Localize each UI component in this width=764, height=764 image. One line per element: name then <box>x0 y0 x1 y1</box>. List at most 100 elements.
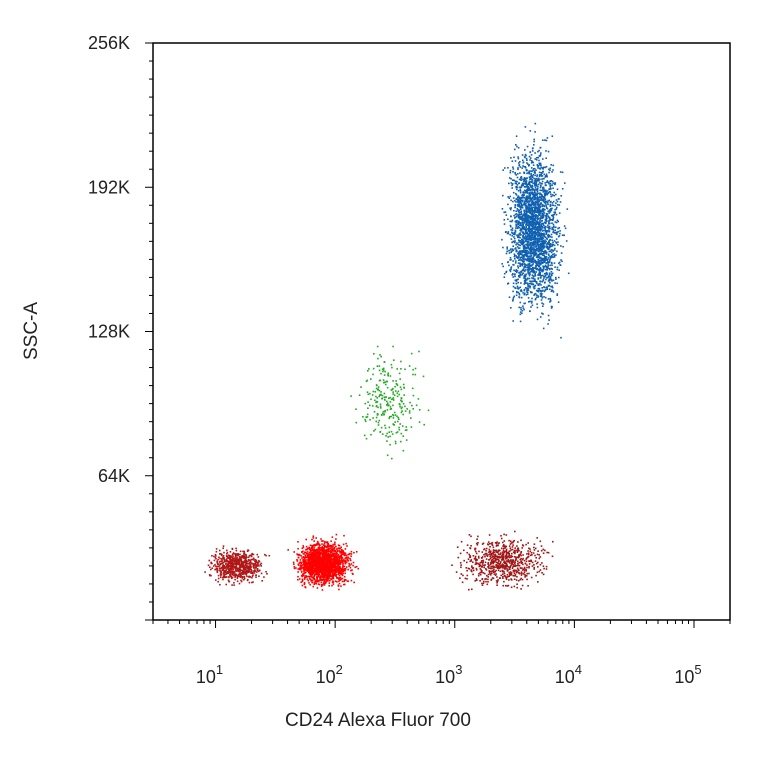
data-point <box>220 574 222 577</box>
data-point <box>537 210 540 213</box>
data-point <box>308 571 310 574</box>
data-point <box>521 251 523 253</box>
data-point <box>525 214 528 217</box>
data-point <box>398 403 401 405</box>
data-point <box>331 556 333 558</box>
data-point <box>539 243 541 246</box>
data-point <box>527 211 530 213</box>
data-point <box>520 290 523 292</box>
data-point <box>544 201 547 203</box>
data-point <box>534 206 537 208</box>
data-point <box>510 307 512 309</box>
data-point <box>302 573 305 575</box>
data-point <box>516 291 518 294</box>
data-point <box>339 579 341 581</box>
data-point <box>375 401 377 404</box>
data-point <box>249 571 251 573</box>
data-point <box>532 283 534 285</box>
data-point <box>549 235 552 238</box>
data-point <box>371 405 374 407</box>
data-point <box>301 564 304 566</box>
data-point <box>549 227 551 230</box>
data-point <box>379 403 382 406</box>
data-point <box>540 235 542 237</box>
data-point <box>343 580 345 583</box>
data-point <box>517 205 519 207</box>
data-point <box>551 207 553 210</box>
data-point <box>522 272 525 274</box>
data-point <box>540 242 543 245</box>
data-point <box>548 267 551 270</box>
data-point <box>327 544 329 547</box>
data-point <box>557 230 560 233</box>
data-point <box>536 239 538 241</box>
data-point <box>549 255 551 258</box>
data-point <box>521 312 523 315</box>
data-point <box>537 197 539 200</box>
data-point <box>377 421 380 424</box>
data-point <box>542 327 545 330</box>
data-point <box>337 556 340 559</box>
data-point <box>548 241 550 244</box>
data-point <box>514 213 517 216</box>
data-point <box>553 240 556 242</box>
data-point <box>319 565 322 567</box>
data-point <box>543 227 546 229</box>
data-point <box>518 178 521 181</box>
data-point <box>340 561 342 564</box>
data-point <box>522 199 524 202</box>
data-point <box>307 555 310 557</box>
data-point <box>540 152 542 154</box>
data-point <box>532 210 534 212</box>
data-point <box>554 226 557 229</box>
data-point <box>543 173 545 176</box>
data-point <box>521 207 524 209</box>
data-point <box>525 198 527 201</box>
data-point <box>512 245 514 247</box>
data-point <box>518 162 520 164</box>
data-point <box>538 270 541 272</box>
data-point <box>545 173 548 176</box>
data-point <box>532 203 535 205</box>
data-point <box>538 203 541 206</box>
data-point <box>518 259 520 261</box>
data-point <box>559 264 561 266</box>
data-point <box>511 227 514 229</box>
data-point <box>325 572 327 574</box>
data-point <box>347 568 349 571</box>
data-point <box>329 545 331 548</box>
data-point <box>506 248 508 250</box>
data-point <box>517 201 519 204</box>
data-point <box>526 218 529 220</box>
data-point <box>313 558 316 560</box>
data-point <box>522 182 525 185</box>
data-point <box>520 270 523 272</box>
data-point <box>539 174 542 176</box>
data-point <box>314 573 317 576</box>
data-point <box>313 578 315 580</box>
data-point <box>538 159 540 162</box>
data-point <box>549 244 551 247</box>
data-point <box>543 259 545 261</box>
data-point <box>394 442 397 445</box>
data-point <box>536 201 538 204</box>
data-point <box>511 250 513 252</box>
data-point <box>516 269 519 272</box>
data-point <box>377 424 380 426</box>
data-point <box>332 562 335 565</box>
data-point <box>520 253 523 255</box>
data-point <box>541 257 544 260</box>
data-point <box>550 233 553 236</box>
data-point <box>535 232 537 235</box>
data-point <box>234 576 236 578</box>
data-point <box>516 234 518 236</box>
data-point <box>542 279 544 282</box>
data-point <box>529 255 531 258</box>
data-point <box>520 186 523 189</box>
data-point <box>342 553 345 556</box>
data-point <box>543 255 546 258</box>
data-point <box>538 233 540 235</box>
data-point <box>332 566 335 568</box>
data-point <box>250 564 252 566</box>
data-point <box>347 559 350 562</box>
